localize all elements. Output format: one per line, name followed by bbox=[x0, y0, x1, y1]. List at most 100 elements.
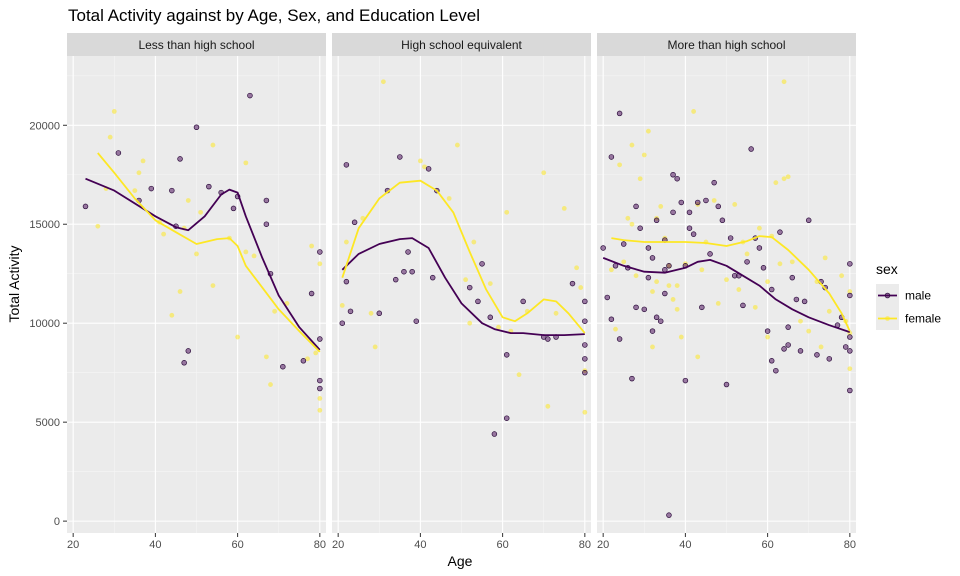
male-point bbox=[582, 298, 588, 305]
female-point bbox=[666, 283, 672, 288]
male-point bbox=[608, 154, 615, 160]
male-point bbox=[503, 415, 510, 421]
x-tick-label: 80 bbox=[844, 539, 856, 551]
male-point bbox=[317, 385, 323, 392]
male-point bbox=[670, 209, 676, 216]
chart-title: Total Activity against by Age, Sex, and … bbox=[68, 6, 481, 25]
male-point bbox=[230, 205, 237, 212]
female-point bbox=[161, 231, 167, 237]
legend-point-male bbox=[884, 292, 891, 299]
female-point bbox=[169, 312, 175, 318]
male-point bbox=[604, 294, 611, 301]
male-point bbox=[666, 263, 672, 269]
facet-strip bbox=[332, 33, 591, 56]
male-point bbox=[616, 336, 623, 342]
female-point bbox=[645, 128, 651, 134]
male-point bbox=[169, 187, 175, 194]
female-point bbox=[629, 221, 635, 227]
female-point bbox=[561, 206, 567, 211]
female-point bbox=[736, 287, 742, 292]
female-point bbox=[339, 302, 345, 308]
male-point bbox=[82, 203, 89, 210]
male-point bbox=[785, 324, 791, 330]
female-point bbox=[107, 134, 113, 140]
female-point bbox=[198, 209, 204, 215]
x-axis-title: Age bbox=[448, 553, 473, 569]
female-point bbox=[454, 142, 460, 148]
male-point bbox=[616, 110, 623, 117]
female-point bbox=[95, 223, 101, 229]
male-point bbox=[620, 241, 627, 247]
female-point bbox=[313, 350, 319, 356]
male-point bbox=[148, 185, 155, 192]
female-point bbox=[629, 142, 635, 148]
facet-strip-label: Less than high school bbox=[138, 38, 254, 52]
male-point bbox=[847, 334, 853, 340]
female-point bbox=[309, 243, 315, 249]
female-point bbox=[343, 239, 349, 245]
female-point bbox=[744, 251, 750, 257]
female-point bbox=[826, 308, 832, 314]
female-point bbox=[806, 328, 812, 334]
female-point bbox=[732, 202, 738, 207]
female-point bbox=[637, 176, 643, 182]
male-point bbox=[520, 298, 526, 305]
male-point bbox=[789, 274, 796, 281]
female-point bbox=[422, 164, 427, 170]
male-point bbox=[666, 512, 672, 518]
female-point bbox=[185, 198, 191, 203]
female-point bbox=[578, 285, 584, 290]
female-point bbox=[268, 382, 273, 387]
male-point bbox=[744, 259, 750, 265]
x-tick-label: 20 bbox=[597, 539, 609, 551]
male-point bbox=[773, 367, 779, 374]
male-point bbox=[670, 172, 676, 178]
female-point bbox=[111, 109, 117, 114]
male-point bbox=[703, 197, 709, 204]
female-point bbox=[650, 344, 655, 350]
facet-panel: Less than high school 20 40 60 80 0 5000 10000 1… bbox=[29, 33, 326, 551]
male-point bbox=[343, 278, 350, 285]
female-smooth-line bbox=[341, 179, 586, 334]
female-point bbox=[715, 301, 721, 306]
female-point bbox=[471, 239, 477, 245]
female-point bbox=[210, 283, 216, 288]
female-point bbox=[243, 249, 249, 255]
male-point bbox=[842, 344, 849, 350]
male-point bbox=[711, 179, 717, 186]
male-point bbox=[300, 358, 307, 364]
male-point bbox=[425, 166, 432, 172]
male-point bbox=[633, 304, 639, 311]
male-point bbox=[826, 356, 833, 362]
female-point bbox=[781, 79, 787, 85]
female-point bbox=[541, 170, 547, 176]
x-tick-label: 80 bbox=[314, 539, 326, 551]
female-point bbox=[822, 255, 828, 261]
male-point bbox=[785, 342, 791, 348]
female-point bbox=[765, 334, 771, 340]
male-point bbox=[503, 352, 510, 358]
x-tick-label: 80 bbox=[579, 539, 591, 551]
female-point bbox=[446, 196, 452, 201]
y-tick-label: 0 bbox=[54, 516, 60, 528]
female-point bbox=[658, 204, 664, 209]
male-point bbox=[582, 356, 588, 362]
male-point bbox=[797, 348, 804, 354]
x-tick-label: 60 bbox=[761, 539, 773, 551]
male-point bbox=[686, 225, 693, 231]
male-point bbox=[649, 328, 656, 334]
legend-label-female: female bbox=[905, 312, 941, 326]
male-point bbox=[409, 268, 415, 275]
female-point bbox=[194, 251, 199, 257]
female-point bbox=[263, 354, 269, 360]
female-point bbox=[380, 79, 386, 85]
x-tick-label: 40 bbox=[414, 539, 426, 551]
male-point bbox=[177, 156, 183, 162]
male-point bbox=[263, 197, 270, 204]
male-point bbox=[768, 286, 775, 293]
female-point bbox=[678, 334, 684, 340]
female-point bbox=[641, 152, 647, 158]
male-point bbox=[719, 217, 726, 224]
female-point bbox=[625, 215, 631, 221]
